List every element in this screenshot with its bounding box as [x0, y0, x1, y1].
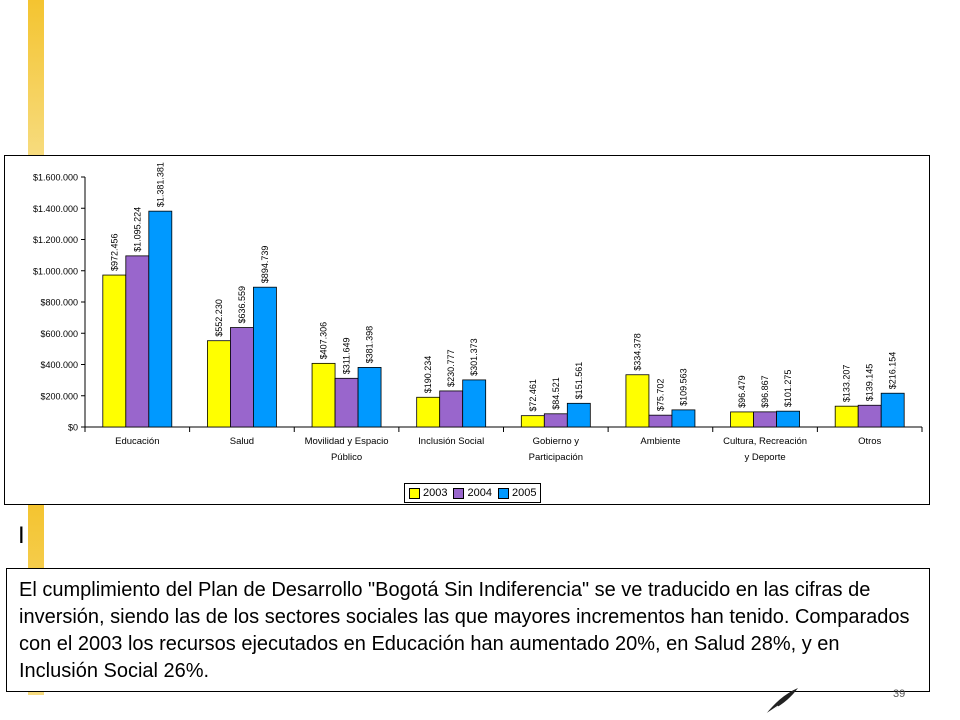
y-tick-label: $1.400.000 — [33, 204, 78, 214]
y-tick-label: $1.000.000 — [33, 266, 78, 276]
x-tick-label: Salud — [230, 436, 254, 447]
bar-2005 — [776, 410, 800, 428]
data-label: $133.207 — [842, 365, 852, 403]
data-label: $552.230 — [214, 299, 224, 337]
legend-item-2005: 2005 — [497, 487, 537, 499]
bar-2003 — [416, 396, 441, 428]
y-tick-label: $1.200.000 — [33, 235, 78, 245]
bar-2004 — [857, 404, 882, 428]
x-tick-label: Participación — [529, 452, 583, 463]
accent-bar-top — [28, 0, 44, 160]
data-label: $216.154 — [888, 352, 898, 390]
data-label: $190.234 — [423, 356, 433, 394]
data-label: $96.867 — [760, 375, 770, 408]
legend-item-2003: 2003 — [409, 487, 447, 499]
x-tick-label: Inclusión Social — [418, 436, 484, 447]
x-tick-label: Educación — [115, 436, 159, 447]
bar-2005 — [253, 286, 277, 428]
bar-2003 — [730, 411, 754, 428]
legend-label: 2004 — [467, 487, 492, 499]
bar-2003 — [520, 415, 545, 428]
y-tick-label: $400.000 — [40, 360, 78, 370]
bar-2003 — [207, 340, 231, 428]
bar-2004 — [543, 413, 568, 428]
legend-swatch — [409, 487, 420, 499]
bar-2004 — [334, 377, 359, 428]
bar-2005 — [462, 379, 487, 428]
bar-2005 — [148, 210, 173, 428]
legend-label: 2005 — [511, 487, 537, 499]
data-label: $301.373 — [469, 338, 479, 376]
x-tick-label: Movilidad y Espacio — [305, 436, 389, 447]
bar-2004 — [439, 390, 464, 428]
bar-2003 — [311, 362, 336, 428]
data-label: $894.739 — [260, 246, 270, 284]
chart-container: $0 $200.000 $400.000 $600.000 $800.000 $1.000… — [4, 155, 930, 505]
bar-2005 — [357, 367, 382, 428]
data-label: $1.381.381 — [155, 162, 165, 207]
data-label: $334.378 — [632, 333, 642, 371]
bar-2005 — [566, 402, 591, 428]
bar-2003 — [625, 374, 650, 428]
bar-2004 — [125, 255, 150, 428]
y-tick-label: $600.000 — [40, 329, 78, 339]
y-tick-label: $200.000 — [40, 391, 78, 401]
bar-2003 — [102, 274, 127, 428]
legend-swatch — [497, 487, 509, 499]
feather-icon — [765, 688, 798, 715]
bar-2004 — [648, 414, 673, 428]
bar-2004 — [230, 327, 254, 428]
data-label: $84.521 — [551, 377, 561, 410]
data-label: $101.275 — [783, 370, 793, 408]
data-label: $75.702 — [655, 379, 665, 412]
x-tick-label: Otros — [858, 436, 881, 447]
y-tick-label: $800.000 — [40, 298, 78, 308]
text-cursor-mark: I — [18, 522, 25, 549]
data-label: $96.479 — [737, 375, 747, 408]
legend-label: 2003 — [423, 487, 448, 499]
data-label: $972.456 — [109, 234, 119, 272]
page-number: 39 — [893, 688, 906, 700]
bar-chart: $0 $200.000 $400.000 $600.000 $800.000 $1.000… — [33, 162, 923, 463]
x-tick-label: Cultura, Recreación — [723, 436, 807, 447]
y-tick-label: $1.600.000 — [33, 173, 78, 183]
legend-item-2004: 2004 — [453, 487, 492, 499]
y-tick-label: $0 — [68, 423, 78, 433]
x-tick-label: Gobierno y — [533, 436, 580, 447]
bar-2004 — [753, 411, 777, 428]
data-label: $139.145 — [865, 364, 875, 402]
data-label: $407.306 — [319, 322, 329, 360]
x-tick-label: y Deporte — [744, 452, 785, 463]
legend-swatch — [453, 487, 465, 499]
bar-2005 — [880, 392, 905, 428]
data-label: $151.561 — [574, 362, 584, 400]
x-tick-label: Ambiente — [640, 436, 680, 447]
data-label: $1.095.224 — [132, 207, 142, 252]
data-label: $636.559 — [237, 286, 247, 324]
chart-legend: 2003 2004 2005 — [404, 483, 542, 503]
data-label: $72.461 — [528, 379, 538, 412]
data-label: $109.563 — [678, 368, 688, 406]
data-label: $381.398 — [365, 326, 375, 364]
bar-2005 — [671, 409, 696, 428]
x-tick-label: Público — [331, 452, 362, 463]
bar-2003 — [834, 405, 859, 428]
slide-body-text[interactable]: El cumplimiento del Plan de Desarrollo "… — [6, 568, 930, 692]
data-label: $311.649 — [342, 337, 352, 374]
data-label: $230.777 — [446, 349, 456, 387]
